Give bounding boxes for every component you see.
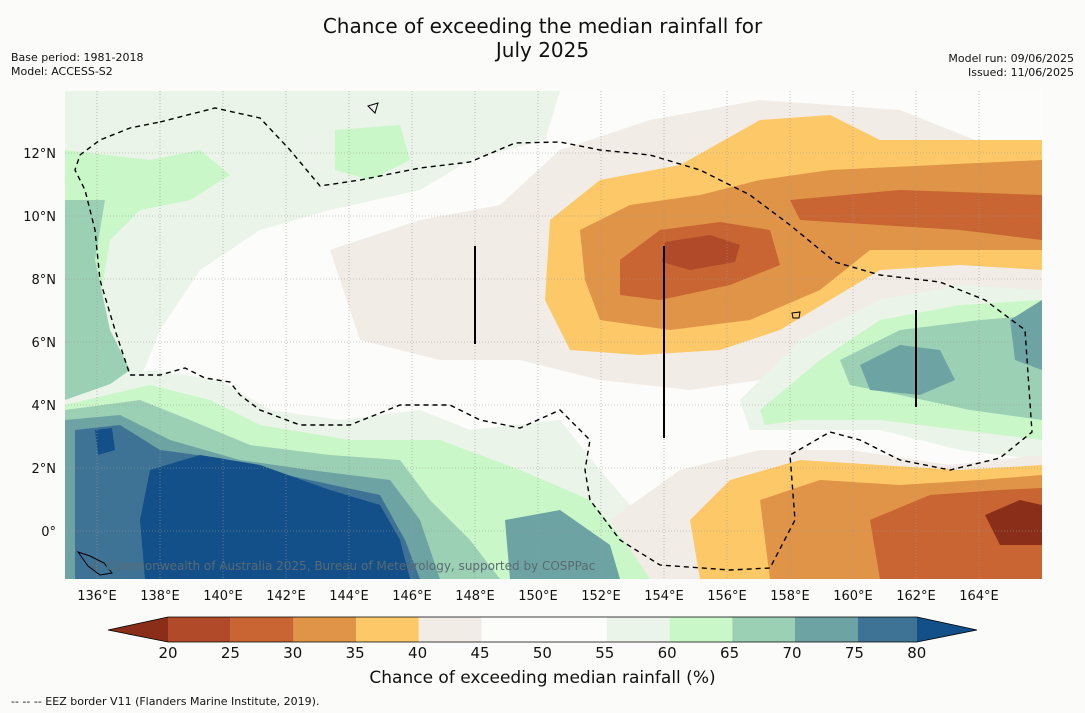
- rainfall-map-field: [65, 91, 1042, 579]
- region-60-65-north: [335, 125, 410, 180]
- colorbar-swatch-25-30: [230, 617, 294, 642]
- region-20-25-central: [662, 235, 740, 270]
- x-axis-ticks: 136°E 138°E 140°E 142°E 144°E 146°E 148°E 150°E…: [77, 589, 999, 604]
- eez-border: [74, 107, 1033, 571]
- colorbar-swatch-45-50: [481, 617, 545, 642]
- x-tick-label: 156°E: [707, 589, 747, 604]
- colorbar-swatch-55-60: [606, 617, 670, 642]
- x-tick-label: 146°E: [392, 589, 432, 604]
- colorbar-tick-label: 25: [221, 644, 240, 662]
- colorbar-swatch-50-55: [544, 617, 607, 642]
- x-tick-label: 154°E: [644, 589, 684, 604]
- colorbar-tick-label: 70: [782, 644, 801, 662]
- region-gt80-west-spot: [95, 428, 115, 455]
- colorbar-tick-label: 30: [283, 644, 302, 662]
- region-70-75-south-central: [505, 510, 620, 579]
- model-text: Model: ACCESS-S2: [11, 65, 113, 78]
- meta-right: Model run: 09/06/2025 Issued: 11/06/2025: [948, 52, 1074, 80]
- colorbar-tick-label: 65: [720, 644, 739, 662]
- region-gt80-southwest: [140, 455, 410, 579]
- y-tick-label: 0°: [41, 525, 56, 540]
- colorbar-tick-label: 40: [408, 644, 427, 662]
- colorbar-tick-label: 45: [470, 644, 489, 662]
- eez-footnote: -- -- -- EEZ border V11 (Flanders Marine…: [11, 695, 320, 708]
- x-tick-label: 136°E: [77, 589, 117, 604]
- y-tick-label: 2°N: [32, 462, 57, 477]
- colorbar-swatch-70-75: [795, 617, 858, 642]
- colorbar: 20 25 30 35 40 45 50 55 60 65 70 75 80: [107, 616, 978, 662]
- x-tick-label: 150°E: [518, 589, 558, 604]
- y-tick-label: 4°N: [32, 399, 57, 414]
- issued-text: Issued: 11/06/2025: [967, 66, 1074, 79]
- colorbar-swatch-gt80: [917, 617, 977, 642]
- y-tick-label: 8°N: [32, 273, 57, 288]
- region-70-75-east: [860, 345, 955, 395]
- colorbar-swatch-40-45: [418, 617, 482, 642]
- x-tick-label: 160°E: [833, 589, 873, 604]
- x-tick-label: 140°E: [203, 589, 243, 604]
- colorbar-tick-label: 80: [907, 644, 926, 662]
- colorbar-swatch-65-70: [732, 617, 795, 642]
- x-tick-label: 164°E: [959, 589, 999, 604]
- colorbar-tick-label: 50: [533, 644, 552, 662]
- colorbar-tick-label: 35: [346, 644, 365, 662]
- coastline-island: [367, 102, 379, 114]
- colorbar-swatch-60-65: [669, 617, 733, 642]
- base-period-text: Base period: 1981-2018: [11, 51, 144, 64]
- x-tick-label: 138°E: [140, 589, 180, 604]
- x-tick-label: 142°E: [266, 589, 306, 604]
- coastline-island: [791, 311, 801, 319]
- colorbar-outline: [107, 616, 978, 643]
- region-65-70-west: [65, 200, 130, 400]
- colorbar-swatch-75-80: [857, 617, 917, 642]
- colorbar-swatch-lt20: [108, 617, 168, 642]
- x-tick-label: 144°E: [329, 589, 369, 604]
- meta-left: Base period: 1981-2018 Model: ACCESS-S2: [11, 51, 143, 79]
- x-tick-label: 152°E: [581, 589, 621, 604]
- y-tick-label: 6°N: [32, 336, 57, 351]
- colorbar-swatch-20-25: [168, 617, 231, 642]
- region-lt20-southeast: [985, 500, 1042, 545]
- x-tick-label: 162°E: [896, 589, 936, 604]
- graticule: [65, 91, 1042, 579]
- colorbar-title: Chance of exceeding median rainfall (%): [369, 668, 716, 688]
- y-tick-label: 12°N: [23, 147, 56, 162]
- colorbar-tick-label: 75: [845, 644, 864, 662]
- map-title: Chance of exceeding the median rainfall …: [0, 14, 1085, 62]
- copyright-notice: © Commonwealth of Australia 2025, Bureau…: [90, 559, 596, 573]
- colorbar-swatch-30-35: [293, 617, 357, 642]
- colorbar-tick-label: 60: [658, 644, 677, 662]
- x-tick-label: 148°E: [455, 589, 495, 604]
- map-title-line-1: Chance of exceeding the median rainfall …: [322, 14, 763, 38]
- y-axis-ticks: 12°N 10°N 8°N 6°N 4°N 2°N 0°: [23, 147, 56, 540]
- colorbar-swatch-35-40: [356, 617, 419, 642]
- model-run-text: Model run: 09/06/2025: [948, 52, 1074, 65]
- coastline-png: [76, 551, 113, 576]
- colorbar-tick-label: 55: [595, 644, 614, 662]
- map-title-line-2: July 2025: [495, 38, 590, 62]
- colorbar-tick-labels: 20 25 30 35 40 45 50 55 60 65 70 75 80: [158, 644, 926, 662]
- y-tick-label: 10°N: [23, 210, 56, 225]
- colorbar-tick-label: 20: [158, 644, 177, 662]
- x-tick-label: 158°E: [770, 589, 810, 604]
